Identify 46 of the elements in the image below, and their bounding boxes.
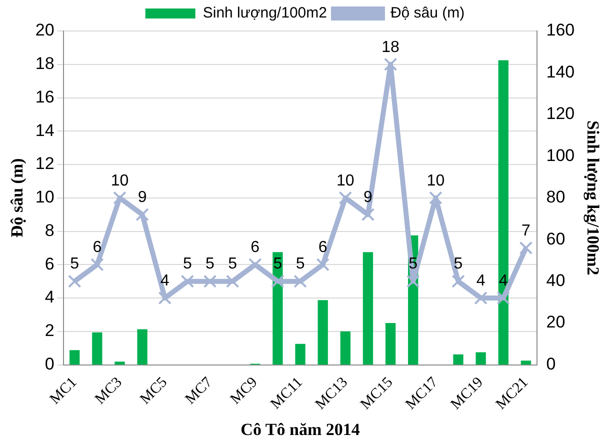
data-label: 4 xyxy=(498,272,508,290)
data-label: 5 xyxy=(273,256,282,273)
y-tick-label: 6 xyxy=(44,254,54,274)
data-label: 10 xyxy=(336,172,354,190)
y-tick-label: 2 xyxy=(44,321,54,340)
data-label: 5 xyxy=(454,256,463,273)
data-label: 4 xyxy=(476,272,486,290)
data-label: 6 xyxy=(318,239,328,256)
x-axis-title: Cô Tô năm 2014 xyxy=(240,420,360,440)
y-tick-label: 16 xyxy=(35,87,54,106)
data-label: 5 xyxy=(408,256,418,273)
y-tick-label: 18 xyxy=(35,54,54,74)
legend-label: Độ sâu (m) xyxy=(390,4,465,22)
y2-tick-label: 160 xyxy=(546,20,575,40)
data-label: 9 xyxy=(364,188,373,206)
y-tick-label: 4 xyxy=(44,288,54,307)
y-tick-label: 0 xyxy=(44,354,54,374)
data-label: 5 xyxy=(182,256,192,273)
y2-tick-label: 20 xyxy=(546,312,566,332)
y2-tick-label: 60 xyxy=(546,229,566,248)
legend-label: Sinh lượng/100m2 xyxy=(202,4,327,22)
data-label: 10 xyxy=(426,172,445,190)
y2-tick-label: 120 xyxy=(546,104,575,124)
data-label: 7 xyxy=(522,222,530,240)
data-label: 5 xyxy=(228,256,238,273)
y2-tick-label: 140 xyxy=(546,62,575,82)
y-axis-title: Độ sâu (m) xyxy=(8,158,27,238)
data-label: 9 xyxy=(138,188,147,206)
y-tick-label: 12 xyxy=(35,154,54,174)
y2-tick-label: 100 xyxy=(546,146,575,165)
data-label: 5 xyxy=(70,256,80,273)
data-label: 5 xyxy=(296,256,305,273)
data-label: 18 xyxy=(382,38,400,56)
data-label: 10 xyxy=(110,172,129,190)
y-tick-label: 10 xyxy=(35,188,54,207)
y-tick-label: 20 xyxy=(35,20,54,40)
data-label: 6 xyxy=(250,239,260,256)
y2-tick-label: 40 xyxy=(546,271,566,290)
y-tick-label: 14 xyxy=(35,120,54,140)
data-label: 6 xyxy=(92,239,102,256)
y-tick-label: 8 xyxy=(44,220,54,240)
data-label: 4 xyxy=(160,272,170,290)
y2-tick-label: 0 xyxy=(546,354,556,374)
y2-axis-title: Sinh lượng kg/100m2 xyxy=(583,120,602,276)
y2-tick-label: 80 xyxy=(546,188,566,207)
data-label: 5 xyxy=(206,256,215,273)
